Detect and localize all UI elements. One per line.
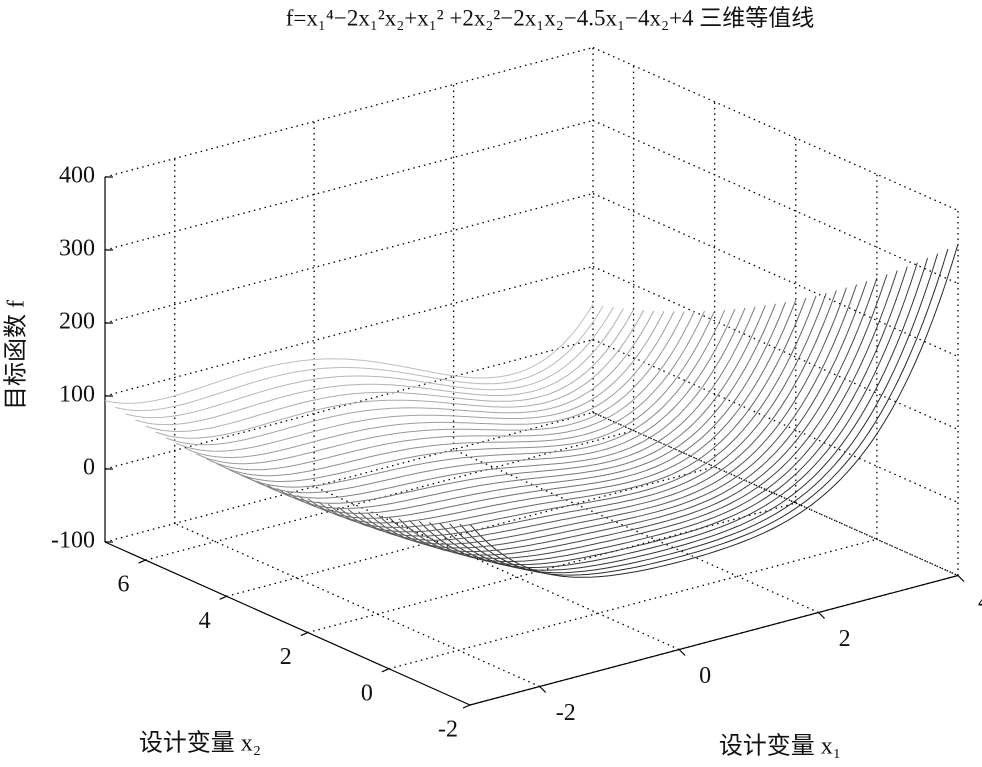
grid-line	[592, 411, 959, 577]
grid-line	[388, 538, 878, 670]
surface-line	[155, 309, 645, 439]
surface-line	[104, 304, 594, 404]
x-tick	[539, 686, 547, 693]
surface-line	[216, 310, 705, 477]
surface-line	[226, 310, 716, 483]
y-axis	[104, 541, 471, 706]
z-axis-label: 目标函数 f	[3, 300, 30, 410]
grid-line	[313, 485, 680, 651]
y-tick	[138, 559, 146, 564]
surface-line	[165, 310, 655, 446]
z-tick-label: -100	[51, 528, 95, 554]
grid-line	[592, 265, 959, 431]
surface-line	[337, 293, 827, 537]
surface-line	[175, 310, 665, 452]
grid-line	[592, 411, 959, 577]
surface-line	[439, 257, 929, 571]
grid-line	[104, 192, 594, 324]
grid-line	[592, 119, 959, 285]
x-tick	[678, 649, 686, 656]
surface-line	[378, 281, 868, 553]
surface-line	[196, 311, 685, 465]
grid-line	[104, 119, 594, 251]
x-tick	[957, 575, 965, 582]
surface-line	[347, 290, 837, 541]
surface-line	[246, 308, 736, 494]
y-tick	[219, 595, 227, 600]
surface-line	[135, 308, 624, 426]
chart-title: f=x₁⁴−2x₁²x₂+x₁² +2x₂²−2x₁x₂−4.5x₁−4x₂+4…	[286, 5, 815, 30]
y-axis-label: 设计变量 x₂	[139, 730, 261, 757]
y-tick	[462, 704, 471, 709]
surface-line	[358, 287, 847, 545]
x-tick	[818, 612, 825, 619]
surface-line	[408, 270, 898, 563]
z-tick-label: 400	[59, 163, 95, 189]
x-axis	[469, 574, 959, 706]
z-tick-label: 300	[59, 236, 95, 262]
grid-line	[104, 46, 594, 178]
surface-line	[449, 253, 939, 574]
surface-line	[266, 306, 756, 504]
x-tick-label: 2	[839, 626, 851, 652]
grid-line	[592, 192, 959, 358]
x-tick-label: -2	[556, 700, 576, 726]
surface-line	[388, 277, 878, 556]
surface-line	[206, 311, 695, 471]
y-tick	[300, 632, 309, 637]
y-tick-label: -2	[438, 717, 458, 743]
surface-line	[185, 311, 675, 459]
surface-line	[317, 297, 807, 528]
grid-line	[104, 411, 594, 543]
surface-line	[256, 307, 746, 499]
surface-line	[368, 284, 858, 549]
grid-line	[592, 338, 959, 504]
grid-line	[174, 522, 540, 688]
surface-line	[114, 305, 604, 412]
surface-line	[236, 309, 726, 488]
surface-line	[459, 248, 949, 576]
y-tick-label: 6	[118, 572, 130, 598]
surface-line	[307, 299, 797, 524]
y-tick-label: 2	[280, 644, 292, 670]
grid-line	[145, 429, 634, 561]
surface-line	[145, 309, 635, 432]
grid-line	[592, 46, 959, 212]
x-tick-label: 0	[699, 663, 711, 689]
surface-line	[398, 274, 888, 559]
y-tick-label: 0	[361, 680, 373, 706]
surface-line	[287, 303, 776, 514]
surface-line	[327, 295, 817, 533]
surface-line	[277, 305, 766, 509]
z-tick-label: 100	[59, 382, 95, 408]
y-tick	[381, 668, 390, 673]
surface-line	[429, 262, 918, 569]
z-tick-label: 200	[59, 309, 95, 335]
surface-line	[469, 243, 959, 578]
x-axis-label: 设计变量 x₁	[719, 733, 841, 760]
z-tick-label: 0	[83, 455, 95, 481]
surface-line	[125, 307, 614, 419]
grid-line	[453, 448, 819, 614]
x-tick-label: 4	[978, 589, 982, 615]
y-tick-label: 4	[199, 608, 211, 634]
surface-line	[297, 301, 787, 519]
surface-line	[418, 266, 908, 566]
